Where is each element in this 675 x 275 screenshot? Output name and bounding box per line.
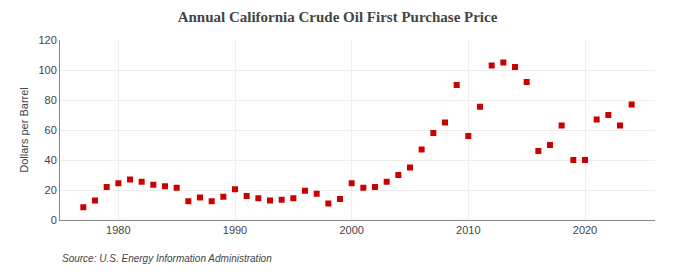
svg-text:20: 20 (45, 184, 57, 196)
svg-text:1990: 1990 (223, 224, 247, 236)
svg-text:Source: U.S. Energy Informatio: Source: U.S. Energy Information Administ… (62, 253, 272, 264)
svg-text:2000: 2000 (339, 224, 363, 236)
svg-text:100: 100 (38, 64, 56, 76)
svg-text:2020: 2020 (573, 224, 597, 236)
svg-text:80: 80 (45, 94, 57, 106)
svg-text:Annual California Crude Oil Fi: Annual California Crude Oil First Purcha… (178, 9, 498, 25)
svg-text:2010: 2010 (456, 224, 480, 236)
svg-text:Dollars per Barrel: Dollars per Barrel (18, 87, 30, 173)
svg-text:40: 40 (45, 154, 57, 166)
svg-text:120: 120 (38, 34, 56, 46)
svg-text:60: 60 (45, 124, 57, 136)
svg-text:0: 0 (51, 214, 57, 226)
svg-text:1980: 1980 (106, 224, 130, 236)
